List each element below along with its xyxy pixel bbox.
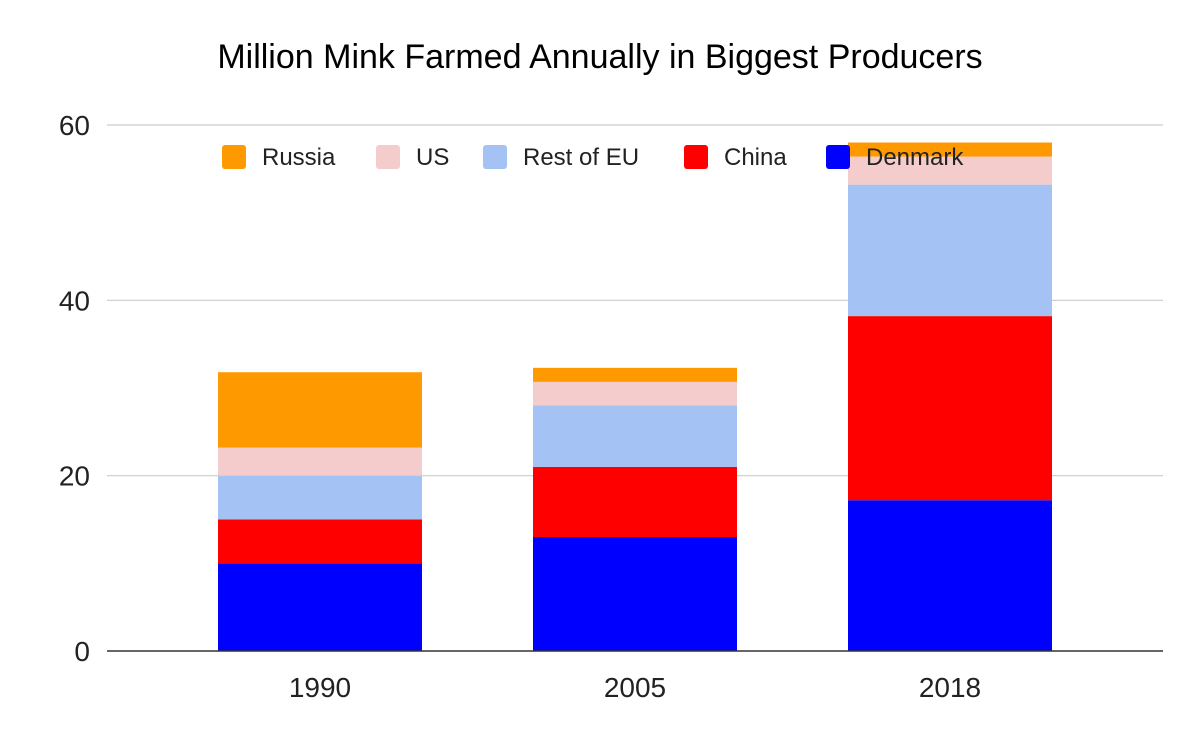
bar-segment — [218, 475, 422, 520]
chart-title: Million Mink Farmed Annually in Biggest … — [217, 38, 983, 76]
legend-label: Denmark — [866, 144, 964, 171]
bar-segment — [848, 184, 1052, 317]
bar-segment — [848, 142, 1052, 157]
legend-swatch — [826, 145, 850, 169]
bar-segment — [533, 466, 737, 538]
bar-segment — [218, 519, 422, 564]
legend-label: Russia — [262, 144, 336, 171]
x-tick-label: 2005 — [604, 672, 666, 703]
legend-swatch — [222, 145, 246, 169]
axes: 0 20 40 60 1990 2005 2018 — [59, 110, 1163, 703]
legend-swatch — [376, 145, 400, 169]
bar-segment — [848, 156, 1052, 185]
bar-segment — [218, 563, 422, 651]
bar-segment — [218, 447, 422, 476]
bar-segment — [533, 537, 737, 651]
x-tick-label: 2018 — [919, 672, 981, 703]
bar-segment — [218, 372, 422, 448]
bar-segment — [533, 405, 737, 467]
x-tick-label: 1990 — [289, 672, 351, 703]
y-tick-label: 40 — [59, 285, 90, 316]
legend-swatch — [483, 145, 507, 169]
legend-swatch — [684, 145, 708, 169]
y-tick-label: 0 — [74, 636, 90, 667]
y-tick-label: 60 — [59, 110, 90, 141]
legend-label: China — [724, 144, 787, 171]
legend-label: US — [416, 144, 449, 171]
bar-segment — [848, 316, 1052, 501]
bar-segment — [533, 381, 737, 406]
bar-segment — [533, 367, 737, 382]
bars — [218, 142, 1052, 651]
y-tick-label: 20 — [59, 461, 90, 492]
bar-segment — [848, 500, 1052, 651]
legend: Russia US Rest of EU China Denmark — [222, 144, 964, 171]
legend-label: Rest of EU — [523, 144, 639, 171]
